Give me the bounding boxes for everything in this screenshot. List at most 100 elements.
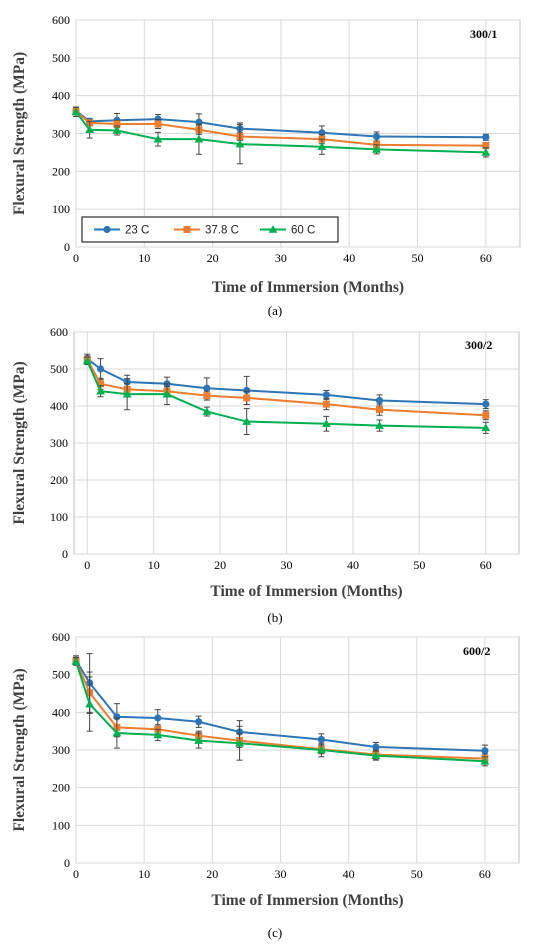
legend-marker: [268, 225, 278, 233]
data-point: [481, 423, 491, 432]
chart-panel-b: 0 100 200 300 400 500 600 0 10 20 30 40 50 60 Flexural…: [0, 322, 550, 632]
panel-caption: (a): [268, 303, 282, 318]
data-point: [154, 714, 162, 722]
x-axis-title: Time of Immersion (Months): [212, 279, 404, 296]
y-tick-label: 200: [50, 473, 68, 487]
y-axis-title: Flexural Strength (MPa): [11, 361, 28, 524]
legend-label: 60 C: [291, 225, 315, 237]
x-tick-label: 50: [413, 558, 425, 572]
y-tick-label: 500: [52, 668, 70, 682]
data-point: [153, 134, 163, 143]
x-tick-label: 0: [73, 867, 79, 881]
legend-box: [81, 216, 339, 243]
x-axis-title: Time of Immersion (Months): [211, 892, 403, 909]
data-point: [82, 356, 92, 365]
y-tick-label: 600: [50, 325, 68, 339]
y-tick-label: 400: [52, 705, 70, 719]
data-point: [85, 699, 95, 708]
data-point: [202, 407, 212, 415]
data-point: [372, 132, 381, 141]
data-point: [194, 134, 204, 143]
y-tick-label: 600: [52, 632, 70, 644]
series-60-c: [82, 356, 491, 435]
data-point: [96, 365, 105, 373]
y-tick-label: 500: [52, 51, 70, 65]
y-tick-label: 100: [50, 510, 68, 524]
panel-caption: (c): [268, 925, 282, 940]
y-tick-label: 400: [50, 399, 68, 413]
data-point: [162, 389, 172, 398]
x-tick-label: 20: [207, 251, 219, 265]
y-tick-label: 300: [52, 743, 70, 757]
panel-caption: (b): [267, 610, 282, 625]
data-point: [321, 419, 331, 428]
y-tick-label: 0: [64, 240, 70, 254]
x-tick-label: 30: [281, 558, 293, 572]
chart-panel-c: 0 100 200 300 400 500 600 0 10 20 30 40 50 60 Flexural…: [0, 632, 550, 945]
x-tick-label: 40: [347, 558, 359, 572]
x-tick-label: 0: [73, 251, 79, 265]
legend-label: 37.8 C: [205, 225, 239, 237]
data-point: [113, 713, 121, 721]
data-point: [317, 735, 325, 744]
data-point: [194, 736, 204, 744]
data-point: [112, 126, 122, 134]
data-point: [71, 107, 81, 116]
y-tick-label: 100: [52, 202, 70, 216]
data-point: [113, 120, 121, 128]
x-tick-label: 20: [214, 558, 226, 572]
data-point: [482, 142, 490, 150]
y-tick-label: 300: [52, 127, 70, 141]
data-point: [203, 392, 211, 400]
x-tick-label: 10: [138, 867, 150, 881]
y-tick-label: 400: [52, 89, 70, 103]
x-tick-label: 50: [412, 251, 424, 265]
x-tick-label: 30: [275, 251, 287, 265]
legend-marker: [183, 226, 191, 233]
chart-a-svg: 0 100 200 300 400 500 600 0 10 20 30 40 50 60 Flexural…: [11, 13, 521, 318]
legend: 23 C 37.8 C 60 C: [81, 216, 339, 243]
x-axis-title: Time of Immersion (Months): [210, 583, 402, 600]
data-point: [376, 406, 384, 414]
data-point: [243, 386, 251, 395]
data-point: [317, 142, 327, 151]
chart-c-svg: 0 100 200 300 400 500 600 0 10 20 30 40 50 60 Flexural…: [11, 632, 520, 940]
chart-b-svg: 0 100 200 300 400 500 600 0 10 20 30 40 50 60 Flexural…: [11, 325, 520, 625]
y-tick-label: 0: [64, 856, 70, 870]
panel-tag: 300/1: [470, 27, 497, 41]
data-point: [235, 738, 244, 747]
data-point: [85, 125, 95, 134]
x-tick-label: 0: [84, 558, 90, 572]
x-tick-label: 40: [343, 867, 355, 881]
y-tick-label: 200: [52, 781, 70, 795]
data-point: [122, 389, 132, 398]
data-point: [154, 120, 162, 128]
data-point: [375, 396, 384, 405]
data-point: [372, 743, 380, 751]
x-tick-label: 10: [138, 251, 150, 265]
y-axis-title: Flexural Strength (MPa): [11, 668, 28, 831]
legend-marker: [103, 225, 111, 234]
data-point: [482, 411, 490, 419]
series-60-c: [71, 657, 490, 767]
legend-label: 23 C: [125, 225, 149, 237]
x-tick-label: 50: [411, 867, 423, 881]
data-point: [153, 730, 163, 739]
x-tick-label: 30: [274, 867, 286, 881]
y-tick-label: 600: [52, 13, 70, 27]
data-point: [243, 394, 251, 402]
data-point: [480, 756, 490, 765]
data-point: [316, 745, 326, 754]
data-point: [71, 657, 81, 665]
y-tick-label: 200: [52, 164, 70, 178]
data-point: [322, 391, 330, 399]
data-point: [112, 728, 122, 737]
y-tick-label: 500: [50, 362, 68, 376]
data-point: [242, 417, 252, 425]
data-point: [235, 139, 245, 148]
y-tick-label: 100: [52, 818, 70, 832]
x-tick-label: 20: [206, 867, 218, 881]
data-point: [481, 148, 491, 156]
y-axis-title: Flexural Strength (MPa): [11, 52, 28, 215]
x-tick-label: 60: [480, 558, 492, 572]
